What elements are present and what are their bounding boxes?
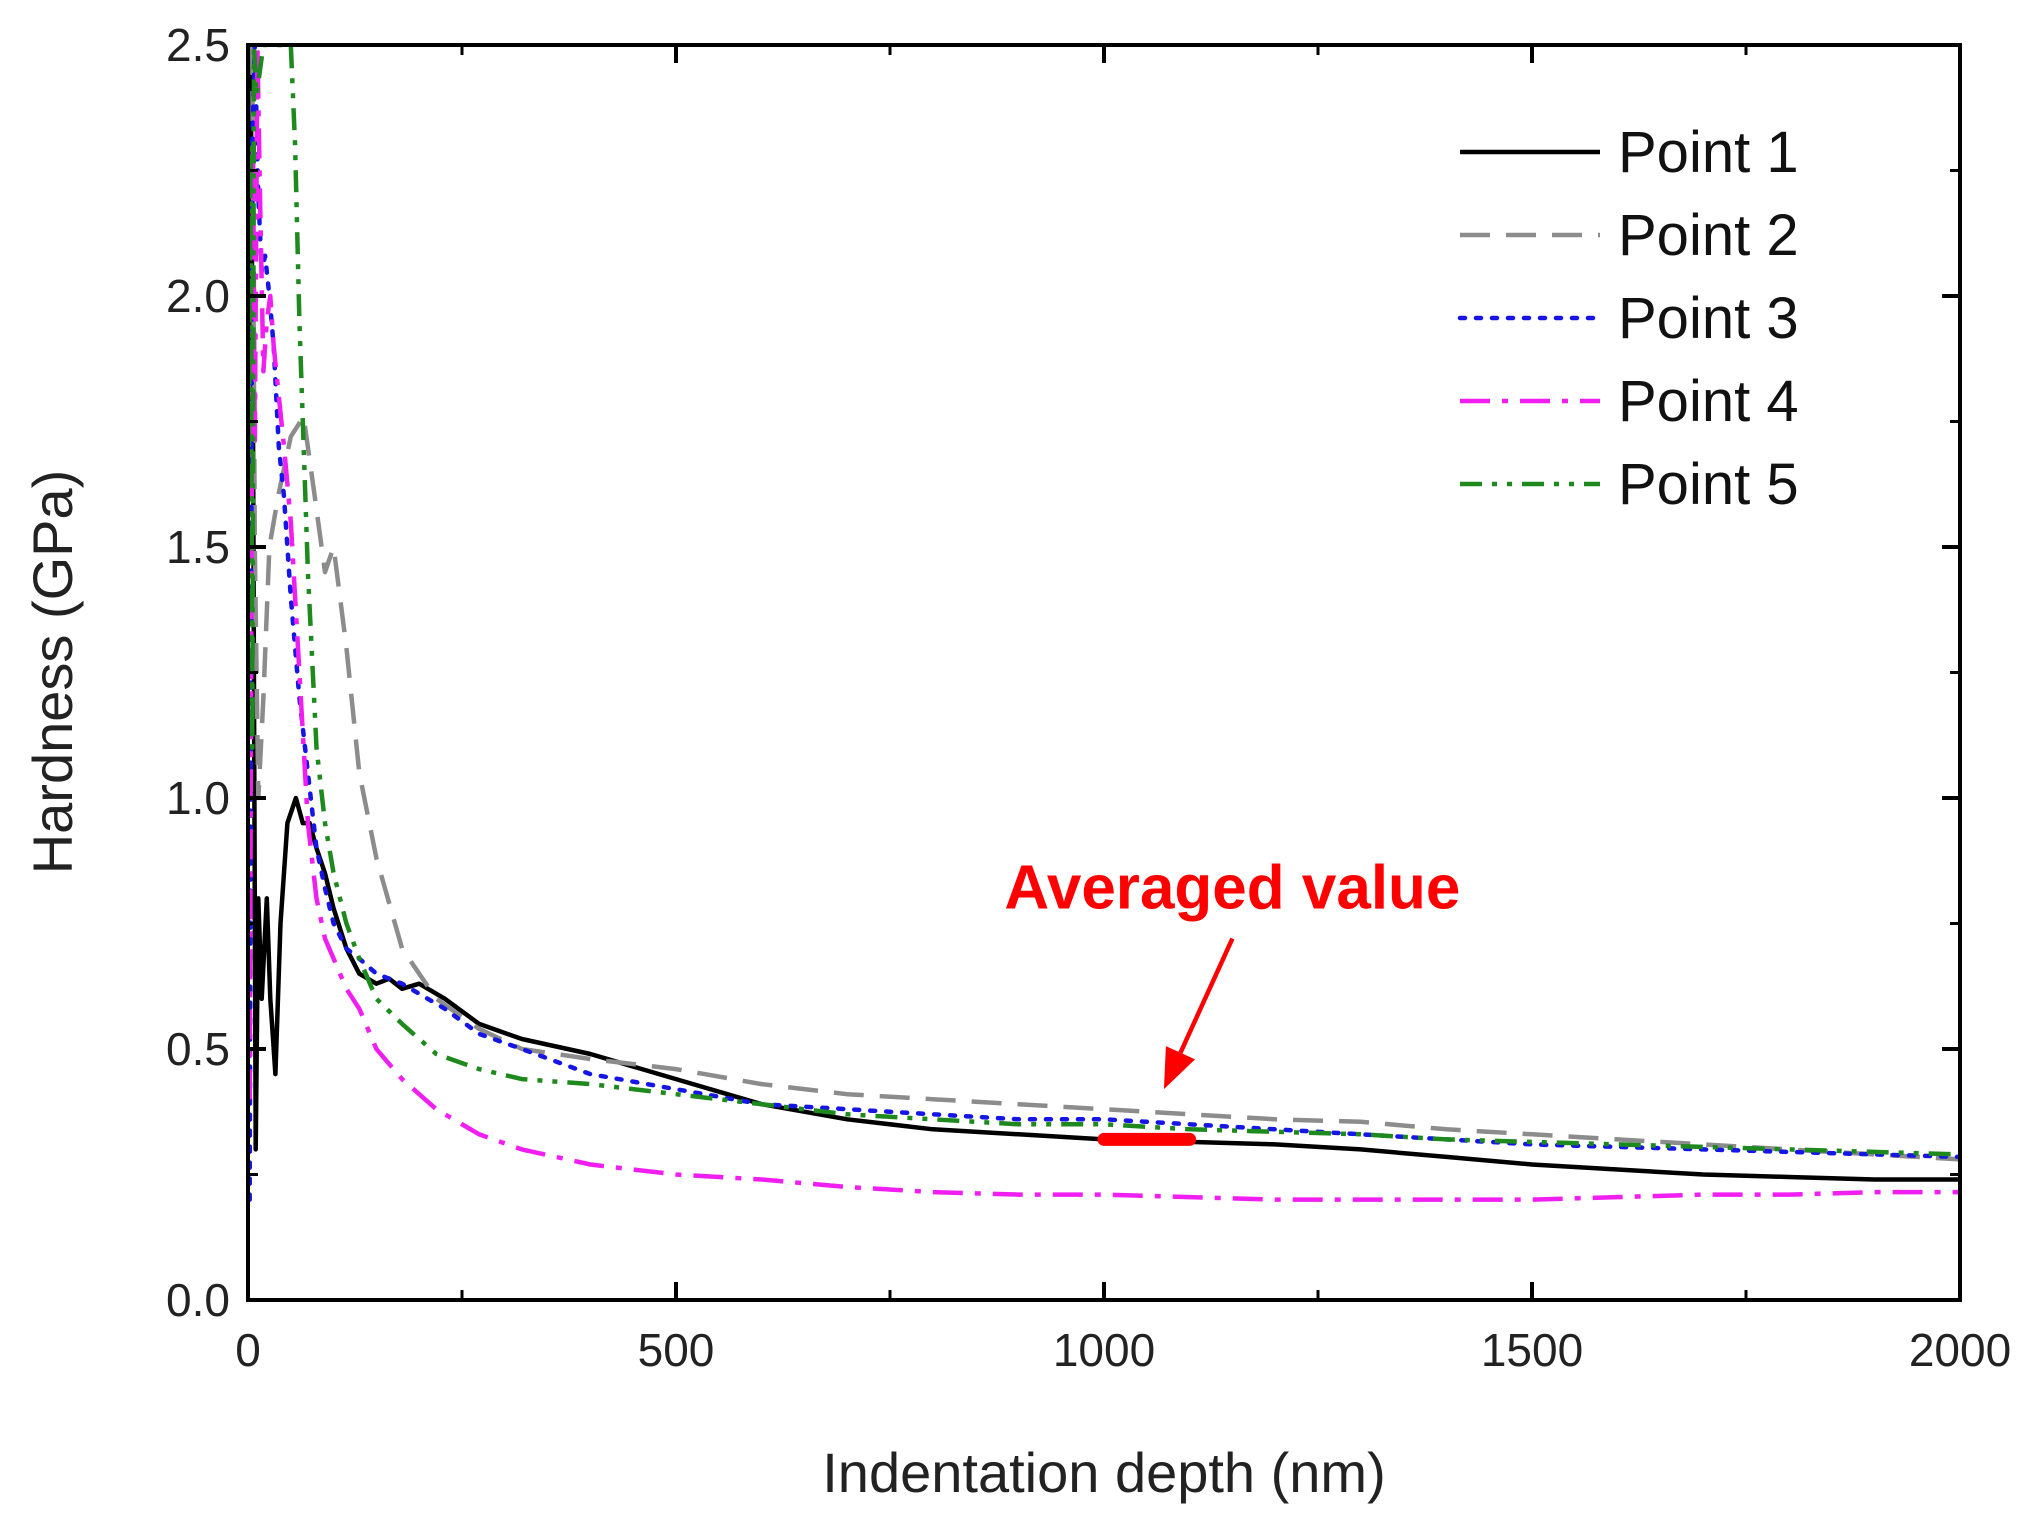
x-axis-title: Indentation depth (nm) xyxy=(822,1441,1385,1504)
y-tick-label: 0.5 xyxy=(166,1023,230,1075)
legend-label-3: Point 3 xyxy=(1618,286,1799,351)
annotation-arrow-head xyxy=(1163,1046,1196,1090)
series-layer xyxy=(248,45,1960,1202)
x-tick-label: 0 xyxy=(235,1324,261,1376)
series-line-5 xyxy=(248,45,1960,1157)
y-tick-label: 2.0 xyxy=(166,270,230,322)
x-tick-label: 2000 xyxy=(1909,1324,2011,1376)
series-line-4 xyxy=(248,45,1960,1202)
x-tick-label: 1500 xyxy=(1481,1324,1583,1376)
y-tick-label: 1.5 xyxy=(166,521,230,573)
series-line-1 xyxy=(248,45,1960,1182)
y-ticks: 0.0 0.5 1.0 1.5 2.0 2.5 xyxy=(166,19,1960,1326)
annotation-arrow-shaft xyxy=(1178,937,1235,1054)
legend-label-4: Point 4 xyxy=(1618,369,1799,434)
series-line-2 xyxy=(250,45,1960,1162)
annotation-layer: Averaged value xyxy=(1004,853,1460,1146)
x-tick-label: 500 xyxy=(638,1324,715,1376)
y-tick-label: 1.0 xyxy=(166,772,230,824)
y-tick-label: 0.0 xyxy=(166,1274,230,1326)
legend-label-1: Point 1 xyxy=(1618,120,1799,185)
series-line-3 xyxy=(248,45,1960,1202)
legend-label-5: Point 5 xyxy=(1618,452,1799,517)
legend: Point 1 Point 2 Point 3 Point 4 Point 5 xyxy=(1457,120,1799,517)
y-tick-label: 2.5 xyxy=(166,19,230,71)
annotation-label: Averaged value xyxy=(1004,853,1460,922)
y-axis-title: Hardness (GPa) xyxy=(21,470,84,875)
legend-label-2: Point 2 xyxy=(1618,203,1799,268)
x-ticks: 0 500 1000 1500 2000 xyxy=(235,45,2011,1376)
x-tick-label: 1000 xyxy=(1053,1324,1155,1376)
